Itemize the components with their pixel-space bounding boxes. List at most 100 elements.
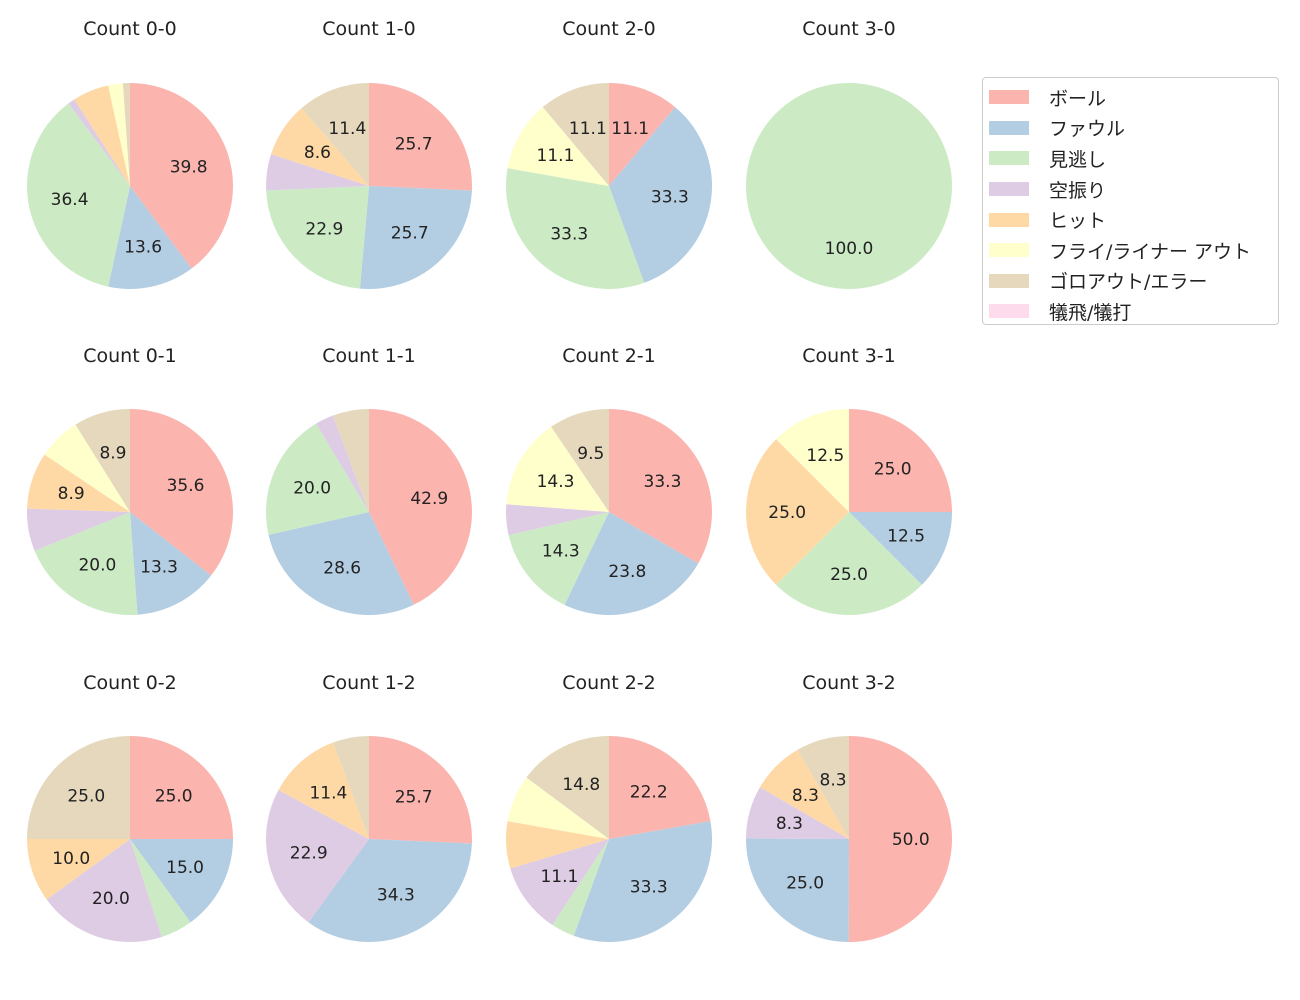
pie-slice-4	[278, 742, 369, 839]
pie-slice-0	[609, 83, 676, 186]
pie-slice-6	[551, 409, 609, 512]
legend-label: ボール	[1049, 87, 1107, 110]
pie-slice-6	[332, 736, 369, 839]
pie-slice-2	[776, 512, 922, 615]
pie-slice-0	[369, 83, 472, 191]
legend-label: フライ/ライナー アウト	[1049, 240, 1252, 263]
pie-slice-3	[266, 789, 369, 923]
slice-label: 15.0	[166, 858, 204, 878]
legend-swatch	[989, 90, 1029, 105]
pie-slice-4	[27, 454, 130, 512]
pie-slice-1	[308, 839, 472, 942]
legend-swatch	[989, 304, 1029, 319]
slice-label: 11.1	[540, 867, 578, 887]
pie-slice-3	[68, 99, 130, 186]
slice-label: 8.9	[99, 444, 126, 464]
slice-label: 25.0	[67, 786, 105, 806]
pie-slice-0	[130, 409, 233, 576]
legend-item: 空振り	[989, 174, 1278, 205]
slice-label: 12.5	[806, 446, 844, 466]
slice-label: 13.6	[124, 237, 162, 257]
legend-label: ヒット	[1049, 210, 1107, 233]
pie-title: Count 3-0	[802, 18, 896, 40]
pie-title: Count 1-0	[322, 18, 416, 40]
slice-label: 33.3	[550, 224, 588, 244]
pie-title: Count 1-1	[322, 345, 416, 367]
pie-slice-5	[507, 107, 609, 186]
legend-swatch	[989, 151, 1029, 166]
pie-slice-3	[506, 504, 609, 536]
slice-label: 35.6	[167, 476, 205, 496]
pie-slice-1	[130, 839, 233, 923]
pie-slice-0	[609, 736, 711, 839]
legend-item: 犠飛/犠打	[989, 296, 1278, 327]
pie-slice-1	[564, 512, 699, 615]
pie-slice-2	[505, 168, 645, 289]
pie-slice-3	[510, 839, 609, 926]
slice-label: 14.3	[537, 472, 575, 492]
legend-item: ボール	[989, 82, 1278, 113]
pie-slice-0	[848, 736, 953, 943]
pie-slice-1	[268, 512, 414, 615]
pie-slice-1	[359, 186, 472, 289]
slice-label: 33.3	[651, 188, 689, 208]
pie-slice-2	[26, 103, 131, 287]
slice-label: 25.0	[786, 874, 824, 894]
legend-item: ヒット	[989, 204, 1278, 235]
legend-item: フライ/ライナー アウト	[989, 235, 1278, 266]
pie-slice-3	[746, 787, 849, 839]
pie-slice-4	[271, 108, 369, 186]
pie-slice-1	[849, 512, 952, 585]
legend-swatch	[989, 120, 1029, 135]
pie-title: Count 3-2	[802, 672, 896, 694]
slice-label: 13.3	[140, 558, 178, 578]
slice-label: 25.0	[830, 565, 868, 585]
pie-slice-4	[74, 85, 130, 186]
legend-item: 見逃し	[989, 143, 1278, 174]
slice-label: 25.0	[768, 503, 806, 523]
slice-label: 33.3	[644, 472, 682, 492]
slice-label: 10.0	[52, 849, 90, 869]
slice-label: 12.5	[887, 527, 925, 547]
pie-slice-4	[27, 839, 130, 900]
pie-slice-3	[266, 154, 369, 191]
pie-slice-3	[46, 839, 162, 942]
pie-slice-0	[130, 83, 234, 269]
legend: ボールファウル見逃し空振りヒットフライ/ライナー アウトゴロアウト/エラー 犠飛/…	[982, 77, 1279, 325]
pie-slice-2	[552, 839, 609, 936]
pie-slice-1	[609, 107, 712, 283]
slice-label: 22.9	[305, 220, 343, 240]
slice-label: 25.7	[395, 134, 433, 154]
slice-label: 42.9	[410, 489, 448, 509]
pie-slice-4	[506, 821, 609, 869]
pie-slice-6	[122, 83, 130, 186]
legend-item: ゴロアウト/エラー	[989, 266, 1278, 297]
pie-slice-0	[369, 409, 473, 605]
pie-slice-5	[776, 409, 849, 512]
slice-label: 50.0	[892, 830, 930, 850]
legend-label: ファウル	[1049, 118, 1126, 141]
pie-slice-6	[301, 83, 369, 186]
slice-label: 25.0	[155, 786, 193, 806]
legend-label: 見逃し	[1049, 148, 1107, 171]
slice-label: 20.0	[293, 479, 331, 499]
pie-slice-2	[265, 423, 369, 535]
pie-slice-6	[332, 409, 369, 512]
pie-slice-0	[369, 736, 472, 844]
pie-title: Count 2-0	[562, 18, 656, 40]
legend-label: 空振り	[1049, 179, 1107, 202]
pie-slice-4	[759, 749, 849, 839]
pie-slice-2	[34, 512, 138, 615]
pie-slice-3	[27, 508, 130, 551]
slice-label: 33.3	[630, 877, 668, 897]
slice-label: 25.7	[391, 223, 429, 243]
slice-label: 9.5	[577, 444, 604, 464]
slice-label: 39.8	[170, 158, 208, 178]
slice-label: 20.0	[78, 556, 116, 576]
pie-slice-1	[573, 821, 712, 942]
slice-label: 11.1	[537, 146, 575, 166]
pie-slice-5	[506, 426, 609, 512]
legend-swatch	[989, 182, 1029, 197]
